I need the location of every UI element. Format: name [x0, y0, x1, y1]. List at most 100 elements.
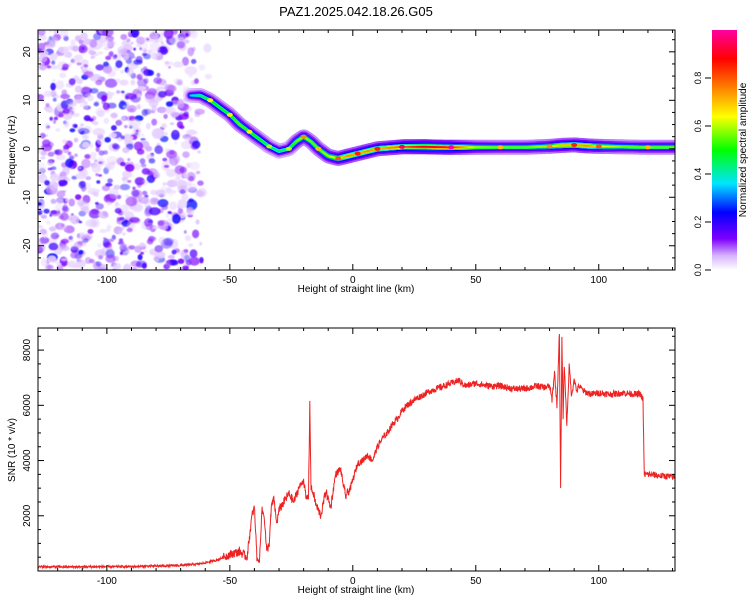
spectrogram-noise-blob [141, 262, 147, 269]
spectrogram-noise-blob [75, 194, 82, 201]
spectrogram-noise-blob [102, 238, 110, 248]
spectrogram-ridge-peak [266, 144, 273, 149]
spectrogram-noise-blob [74, 54, 84, 62]
spectrogram-noise-blob [55, 154, 66, 161]
spectrogram-noise-blob [119, 251, 123, 255]
spectrogram-noise-blob [55, 128, 61, 132]
spectrogram-noise-blob [62, 139, 68, 144]
spectrogram-noise-blob [141, 168, 150, 175]
snr-x-tick-label: 0 [350, 576, 356, 587]
colorbar-tick-label: 0.8 [693, 72, 703, 85]
spectrogram-noise-blob [103, 117, 110, 124]
spectrogram-noise-blob [172, 213, 181, 224]
spectrogram-noise-blob [151, 118, 158, 126]
spectrogram-noise-blob [122, 105, 127, 109]
spectrogram-noise-blob [127, 52, 135, 59]
spectrogram-noise-blob [93, 191, 99, 197]
spectrogram-noise-blob [126, 67, 134, 77]
spectrogram-noise-blob [60, 238, 69, 244]
spectrogram-noise-blob [91, 164, 102, 173]
spectrogram-noise-blob [73, 124, 78, 129]
spectrogram-noise-blob [77, 199, 85, 207]
spectrogram-noise-blob [130, 79, 136, 86]
spectrogram-noise-blob [173, 130, 179, 135]
spectrogram-noise-blob [99, 228, 107, 234]
spectrogram-noise-blob [55, 80, 65, 90]
spectrogram-noise-blob [136, 36, 145, 45]
spectrogram-noise-blob [53, 116, 59, 121]
spectrogram-noise-blob [166, 158, 175, 166]
spectrogram-noise-blob [113, 184, 121, 190]
spectrogram-plot-frame [37, 29, 676, 271]
spectrogram-y-tick-label: -20 [22, 238, 33, 253]
spectrogram-noise-blob [160, 107, 167, 113]
spectrogram-noise-blob [128, 245, 136, 250]
spectrogram-noise-blob [116, 90, 121, 94]
spectrogram-noise-blob [124, 95, 129, 100]
spectrogram-noise-blob [143, 250, 148, 253]
spectrogram-noise-blob [81, 158, 91, 169]
spectrogram-noise-blob [133, 59, 143, 65]
spectrogram-noise-blob [50, 65, 59, 70]
spectrogram-noise-blob [40, 150, 47, 156]
spectrogram-noise-blob [98, 161, 103, 165]
spectrogram-noise-blob [156, 51, 162, 56]
spectrogram-noise-blob [105, 55, 112, 61]
spectrogram-noise-blob [177, 208, 184, 214]
spectrogram-noise-blob [47, 255, 57, 263]
spectrogram-noise-blob [197, 180, 204, 186]
colorbar-tick-label: 0.4 [693, 168, 703, 181]
colorbar-ticks: 0.0 0.2 0.4 0.6 0.8 [693, 72, 711, 276]
spectrogram-noise-blob [183, 230, 187, 234]
spectrogram-noise-blob [89, 73, 102, 82]
spectrogram-noise-blob [91, 208, 99, 215]
spectrogram-noise-blob [175, 116, 182, 121]
spectrogram-noise-blob [177, 98, 185, 109]
spectrogram-noise-blob [151, 128, 165, 139]
spectrogram-noise-blob [179, 30, 191, 39]
spectrogram-noise-blob [102, 210, 108, 217]
spectrogram-noise-blob [63, 46, 69, 53]
spectrogram-noise-blob [197, 150, 201, 154]
spectrogram-noise-blob [109, 92, 115, 96]
spectrogram-noise-blob [95, 261, 102, 267]
spectrogram-ridge [183, 88, 675, 166]
spectrogram-noise-blob [87, 94, 94, 102]
spectrogram-x-tick-label: -100 [97, 275, 117, 286]
spectrogram-ridge-peak [335, 156, 342, 161]
spectrogram-noise-blob [80, 123, 84, 127]
spectrogram-noise-blob [199, 241, 203, 246]
spectrogram-noise-blob [156, 72, 161, 78]
spectrogram-noise-blob [127, 158, 131, 162]
spectrogram-noise-blob [119, 183, 131, 191]
spectrogram-noise-blob [58, 179, 68, 187]
spectrogram-noise-blob [85, 176, 92, 181]
spectrogram-noise-blob [101, 99, 106, 105]
spectrogram-noise-blob [126, 50, 131, 54]
spectrogram-noise-blob [195, 219, 200, 225]
spectrogram-noise-blob [101, 185, 110, 192]
spectrogram-noise-blob [40, 156, 46, 160]
spectrogram-noise-blob [195, 170, 201, 175]
spectrogram-noise-blob [177, 198, 188, 209]
spectrogram-noise-blob [70, 213, 74, 216]
spectrogram-noise-blob [164, 84, 175, 93]
spectrogram-noise-blob [132, 163, 141, 171]
spectrogram-noise-blob [80, 32, 88, 40]
spectrogram-noise-blob [170, 61, 173, 66]
spectrogram-noise-blob [161, 123, 167, 129]
spectrogram-noise-blob [157, 220, 165, 226]
spectrogram-noise-blob [162, 157, 168, 162]
spectrogram-noise-blob [38, 209, 43, 215]
spectrogram-noise-blob [72, 112, 80, 117]
spectrogram-noise-blob [132, 267, 137, 270]
spectrogram-noise-blob [95, 64, 105, 71]
spectrogram-noise-blob [127, 122, 138, 129]
spectrogram-noise-blob [188, 117, 194, 123]
spectrogram-noise-blob [188, 243, 193, 247]
spectrogram-noise-blob [108, 51, 114, 57]
spectrogram-noise-blob [188, 161, 201, 171]
spectrogram-y-axis-label: Frequency (Hz) [7, 116, 18, 185]
spectrogram-ridge-peak [226, 112, 233, 117]
spectrogram-noise-blob [164, 165, 169, 168]
